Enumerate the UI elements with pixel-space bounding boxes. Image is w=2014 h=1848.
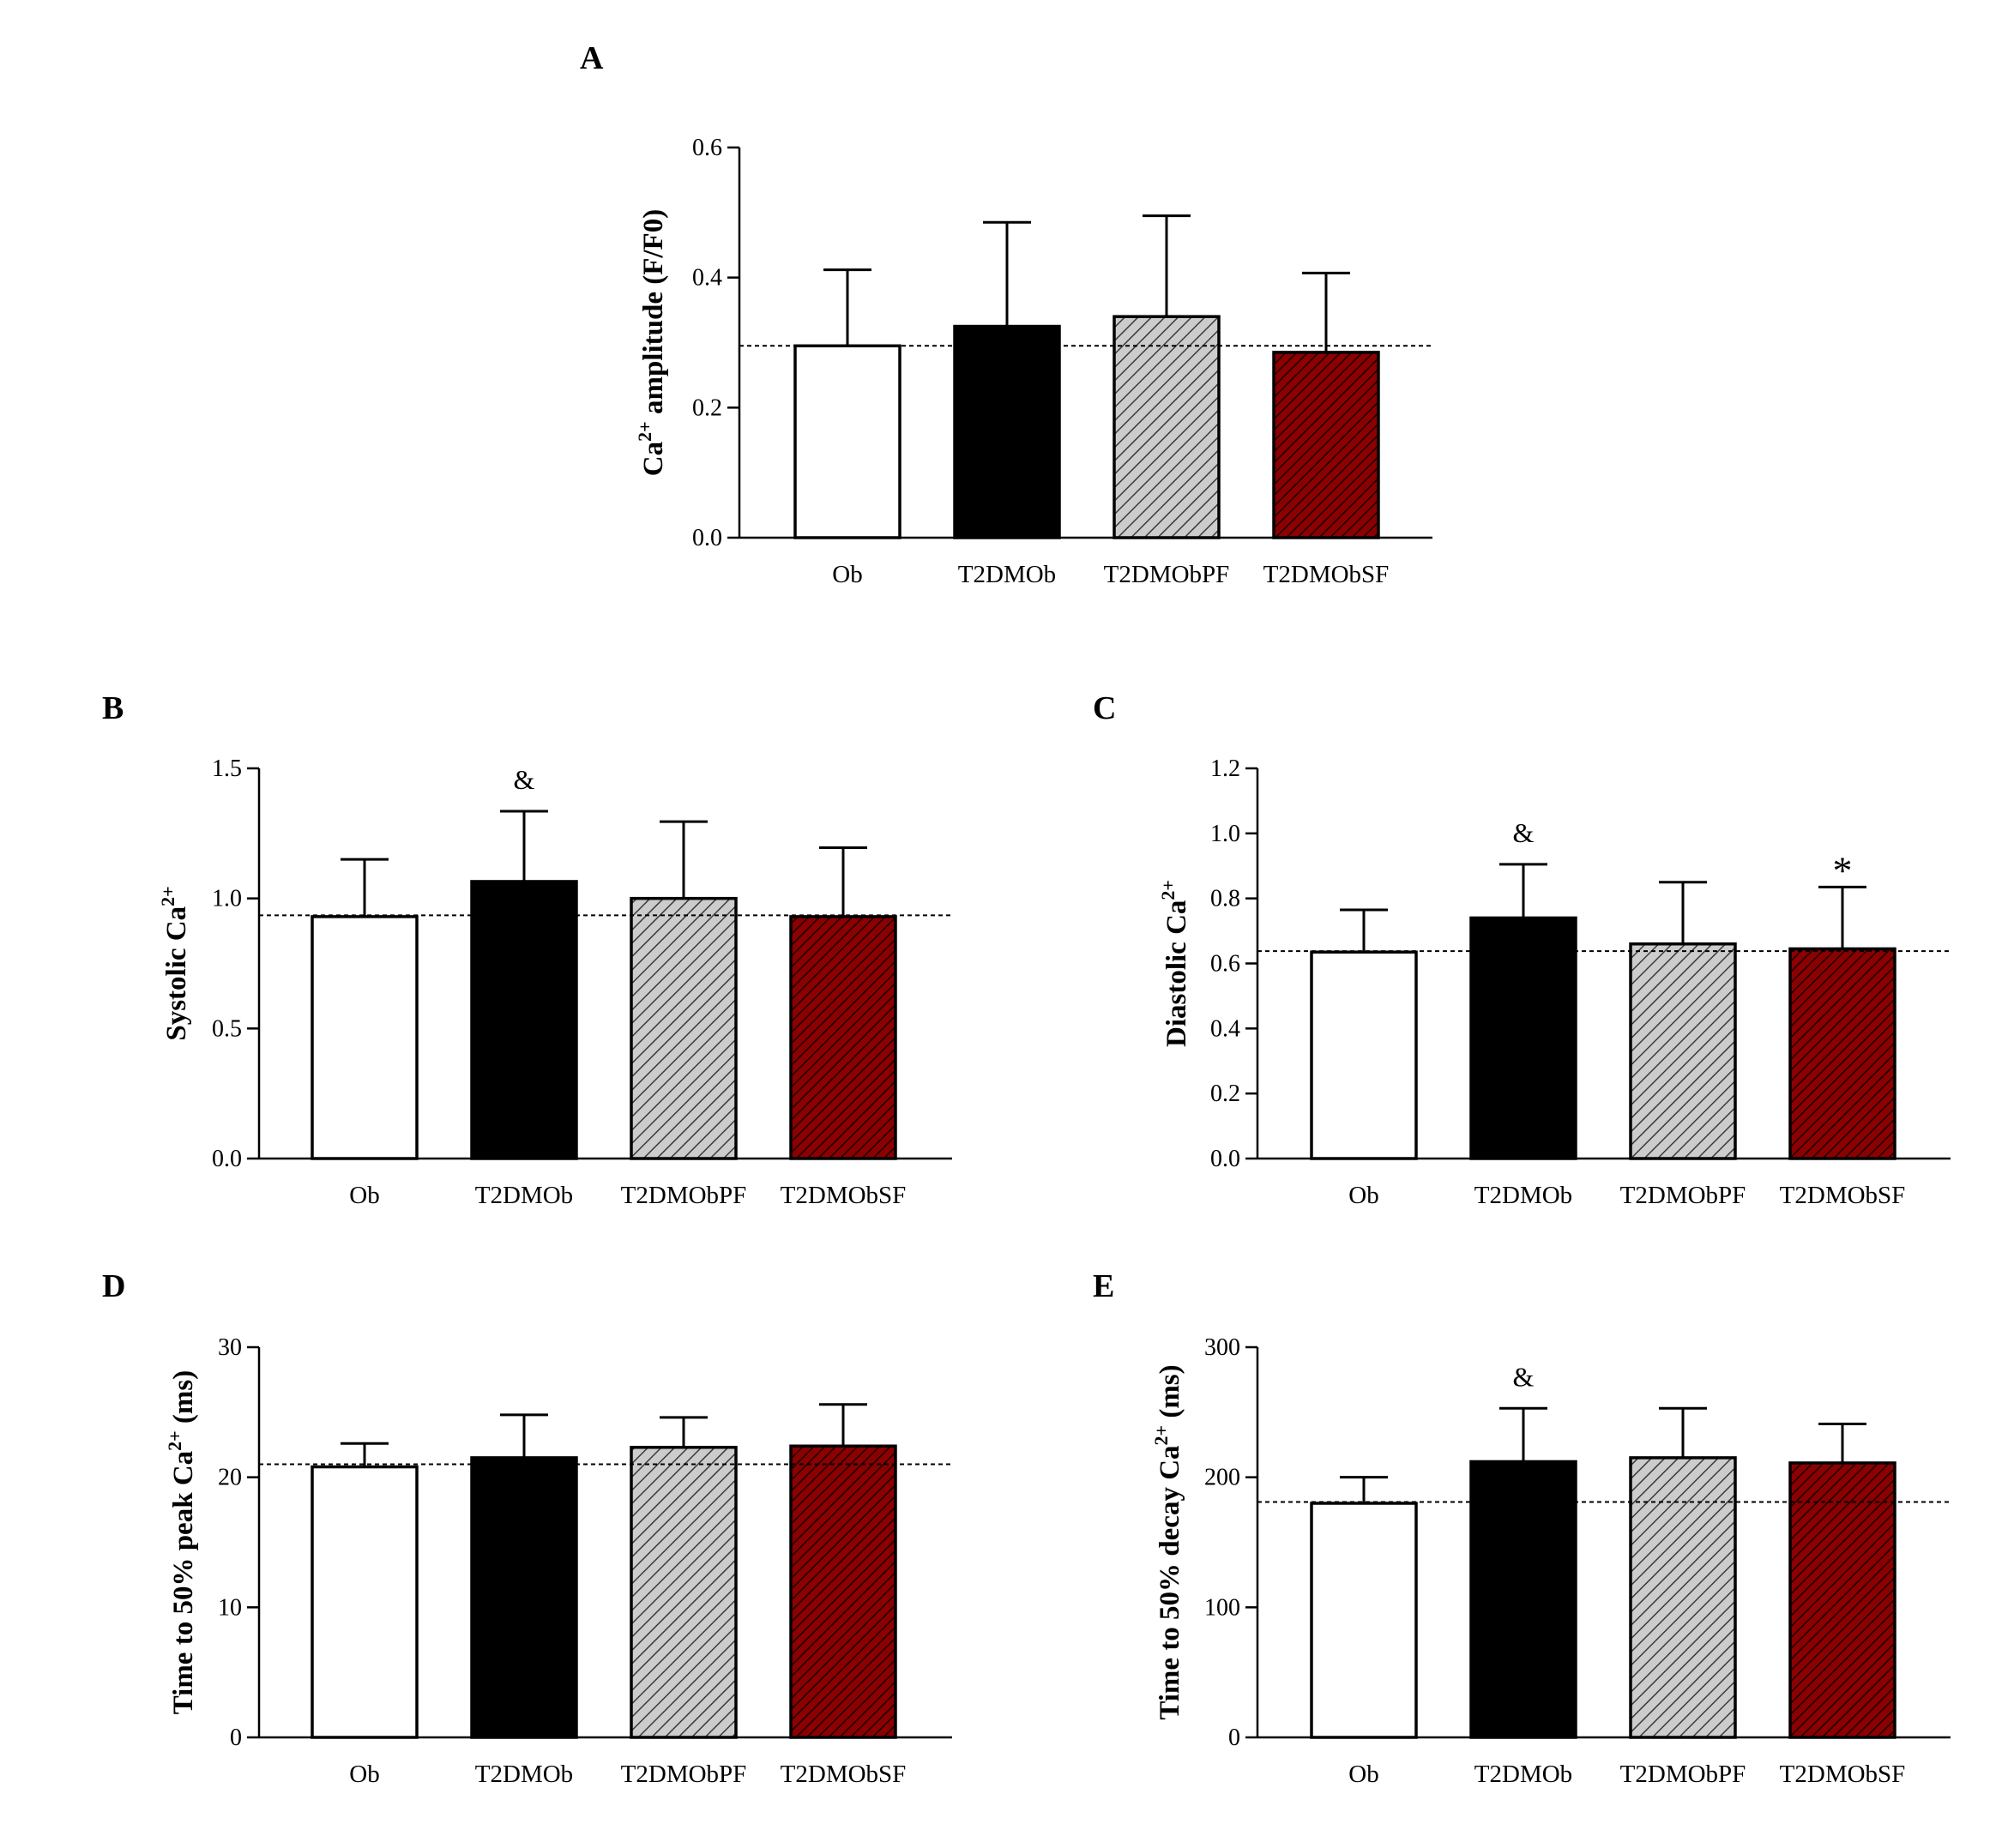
panel-c-bar-t2dmobsf bbox=[1788, 947, 1896, 1160]
panel-d-ylabel-sup: 2+ bbox=[164, 1430, 185, 1451]
panel-c-bar-t2dmob bbox=[1469, 916, 1577, 1160]
panel-b-ylabel-sup: 2+ bbox=[157, 886, 178, 906]
panel-c-ytick-label: 1.0 bbox=[1210, 821, 1240, 847]
panel-e-category-t2dmobsf: T2DMObSF bbox=[1780, 1761, 1906, 1788]
panel-a-bar-t2dmobpf bbox=[1113, 315, 1221, 539]
panel-d-category-t2dmobpf: T2DMObPF bbox=[621, 1761, 747, 1788]
panel-c: C 0.0 0.2 0.4 0.6 0.8 1.0 1.2 Diastolic Ca2+ Ob T2… bbox=[1093, 690, 1951, 1209]
panel-c-ylabel-main: Diastolic Ca bbox=[1161, 900, 1192, 1047]
panel-c-category-ob: Ob bbox=[1348, 1182, 1378, 1209]
panel-e-ylabel-sup: 2+ bbox=[1150, 1425, 1172, 1446]
panel-c-letter: C bbox=[1093, 690, 1116, 726]
panel-d-letter: D bbox=[102, 1268, 125, 1304]
panel-d-ylabel-main: Time to 50% peak Ca bbox=[168, 1451, 199, 1714]
panel-e-category-ob: Ob bbox=[1348, 1761, 1378, 1788]
panel-d-ytick-label: 10 bbox=[218, 1594, 242, 1621]
panel-e-category-t2dmob: T2DMOb bbox=[1474, 1761, 1572, 1788]
panel-e-letter: E bbox=[1093, 1268, 1114, 1304]
panel-e-category-t2dmobpf: T2DMObPF bbox=[1620, 1761, 1746, 1788]
panel-e-bar-t2dmob bbox=[1469, 1460, 1577, 1739]
panel-a-bar-t2dmobsf bbox=[1272, 351, 1380, 539]
panel-a-ylabel: Ca2+ amplitude (F/F0) bbox=[634, 209, 669, 476]
panel-c-ylabel: Diastolic Ca2+ bbox=[1157, 880, 1192, 1047]
panel-c-ytick-label: 0.6 bbox=[1210, 951, 1240, 978]
panel-e-ylabel-rest: (ms) bbox=[1155, 1364, 1185, 1425]
panel-e-bar-t2dmobsf bbox=[1788, 1461, 1896, 1739]
panel-e-ytick-label: 300 bbox=[1204, 1334, 1240, 1361]
panel-d: D 0 10 20 30 Time to 50% peak Ca2+ (ms) Ob T2DM… bbox=[102, 1268, 952, 1788]
panel-c-ylabel-sup: 2+ bbox=[1157, 880, 1179, 900]
panel-b-bar-t2dmobsf bbox=[789, 915, 897, 1160]
panel-e-ytick-label: 200 bbox=[1204, 1465, 1240, 1491]
panel-d-ytick-label: 0 bbox=[230, 1725, 242, 1751]
panel-d-bar-t2dmob bbox=[470, 1456, 578, 1739]
panel-a-category-ob: Ob bbox=[832, 561, 862, 588]
panel-c-ytick-label: 0.0 bbox=[1210, 1146, 1240, 1172]
panel-e-bar-ob bbox=[1310, 1502, 1418, 1739]
panel-b-ytick-label: 1.0 bbox=[212, 886, 242, 912]
panel-a-bar-t2dmob bbox=[953, 324, 1061, 539]
panel-b-ytick-label: 1.5 bbox=[212, 755, 242, 782]
panel-e-ytick-label: 100 bbox=[1204, 1594, 1240, 1621]
panel-d-category-t2dmobsf: T2DMObSF bbox=[781, 1761, 907, 1788]
panel-e-ytick-label: 0 bbox=[1228, 1725, 1240, 1751]
panel-d-ytick-label: 20 bbox=[218, 1465, 242, 1491]
panel-d-category-t2dmob: T2DMOb bbox=[475, 1761, 573, 1788]
panel-b-bar-t2dmob bbox=[470, 880, 578, 1160]
panel-a-ytick-label: 0.4 bbox=[692, 265, 722, 292]
panel-a-bar-ob bbox=[793, 344, 901, 539]
panel-d-bar-t2dmobpf bbox=[630, 1446, 738, 1739]
panel-b: B 0.0 0.5 1.0 1.5 Systolic Ca2+ Ob T2DMOb & T2DMO… bbox=[102, 690, 952, 1209]
panel-b-annotation-t2dmob: & bbox=[514, 764, 535, 795]
panel-e-ylabel-main: Time to 50% decay Ca bbox=[1155, 1445, 1185, 1719]
panel-b-category-t2dmob: T2DMOb bbox=[475, 1182, 573, 1209]
panel-a-letter: A bbox=[580, 40, 604, 76]
panel-c-ytick-label: 0.2 bbox=[1210, 1081, 1240, 1107]
panel-e-annotation-t2dmob: & bbox=[1513, 1361, 1535, 1392]
panel-a-ytick-label: 0.0 bbox=[692, 525, 722, 551]
panel-c-category-t2dmobpf: T2DMObPF bbox=[1620, 1182, 1746, 1209]
panel-a-ylabel-rest: amplitude (F/F0) bbox=[638, 209, 669, 421]
panel-a: A 0.0 0.2 0.4 0.6 Ca2+ amplitude (F/F0) Ob T2DM… bbox=[580, 40, 1432, 588]
panel-c-bar-t2dmobpf bbox=[1629, 942, 1737, 1160]
panel-b-ytick-label: 0.0 bbox=[212, 1146, 242, 1172]
panel-e-bar-t2dmobpf bbox=[1629, 1456, 1737, 1739]
panel-b-category-t2dmobsf: T2DMObSF bbox=[781, 1182, 907, 1209]
panel-c-bar-ob bbox=[1310, 950, 1418, 1160]
panel-a-category-t2dmobpf: T2DMObPF bbox=[1104, 561, 1230, 588]
panel-b-bar-ob bbox=[311, 915, 419, 1160]
panel-c-ytick-label: 0.4 bbox=[1210, 1015, 1240, 1042]
panel-c-ytick-label: 0.8 bbox=[1210, 886, 1240, 912]
panel-a-ylabel-main: Ca bbox=[638, 442, 669, 476]
panel-b-bar-t2dmobpf bbox=[630, 896, 738, 1160]
panel-b-ylabel-main: Systolic Ca bbox=[161, 906, 192, 1041]
panel-c-ytick-label: 1.2 bbox=[1210, 755, 1240, 782]
panel-e-ylabel: Time to 50% decay Ca2+ (ms) bbox=[1150, 1364, 1185, 1719]
panel-e: E 0 100 200 300 Time to 50% decay Ca2+ (ms) Ob… bbox=[1093, 1268, 1951, 1788]
panel-a-ytick-label: 0.6 bbox=[692, 135, 722, 161]
panel-b-category-t2dmobpf: T2DMObPF bbox=[621, 1182, 747, 1209]
panel-b-letter: B bbox=[102, 690, 124, 726]
panel-c-category-t2dmobsf: T2DMObSF bbox=[1780, 1182, 1906, 1209]
panel-b-ylabel: Systolic Ca2+ bbox=[157, 886, 192, 1040]
panel-b-category-ob: Ob bbox=[349, 1182, 379, 1209]
panel-a-category-t2dmobsf: T2DMObSF bbox=[1263, 561, 1390, 588]
panel-d-category-ob: Ob bbox=[349, 1761, 379, 1788]
panel-a-ytick-label: 0.2 bbox=[692, 394, 722, 421]
panel-c-annotation-t2dmob: & bbox=[1513, 817, 1535, 848]
panel-d-ylabel-rest: (ms) bbox=[168, 1370, 199, 1431]
panel-d-bar-ob bbox=[311, 1465, 419, 1739]
panel-d-ylabel: Time to 50% peak Ca2+ (ms) bbox=[164, 1370, 199, 1715]
panel-a-category-t2dmob: T2DMOb bbox=[958, 561, 1056, 588]
panel-c-category-t2dmob: T2DMOb bbox=[1474, 1182, 1572, 1209]
panel-a-ylabel-sup: 2+ bbox=[634, 421, 655, 442]
panel-d-bar-t2dmobsf bbox=[789, 1444, 897, 1739]
panel-b-ytick-label: 0.5 bbox=[212, 1015, 242, 1042]
panel-c-annotation-t2dmobsf: * bbox=[1833, 848, 1853, 892]
panel-d-ytick-label: 30 bbox=[218, 1334, 242, 1361]
